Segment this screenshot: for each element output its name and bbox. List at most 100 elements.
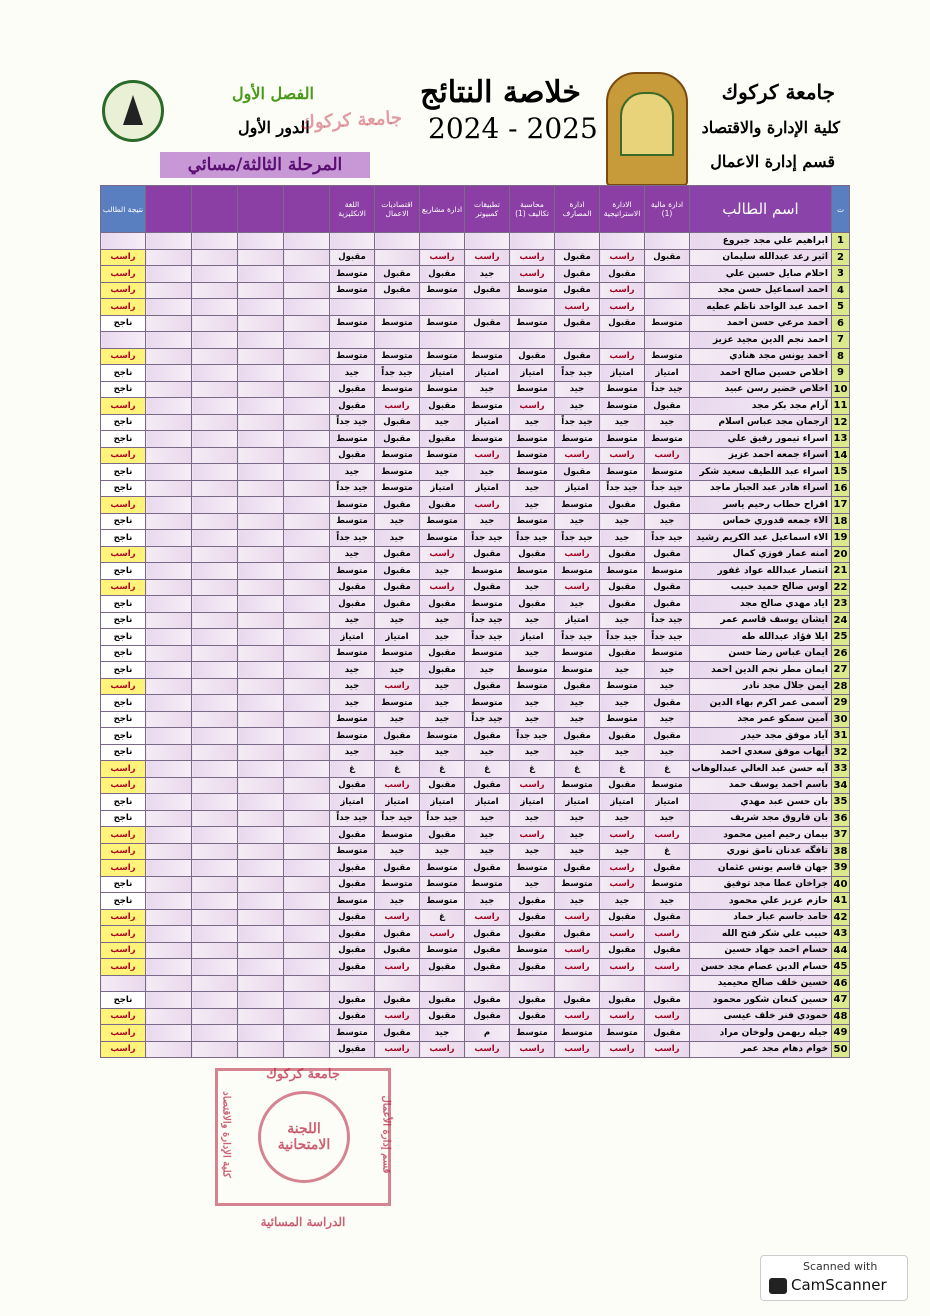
- grade: راسب: [554, 578, 600, 596]
- grade: مقبول: [464, 958, 510, 976]
- grade: راسب: [464, 496, 510, 514]
- grade: مقبول: [464, 727, 510, 745]
- row-number: 13: [831, 430, 850, 448]
- stamp-top: جامعة كركوك: [266, 1067, 340, 1082]
- cell-empty: [191, 875, 238, 893]
- grade: امتياز: [329, 628, 375, 646]
- grade: مقبول: [509, 925, 555, 943]
- grade: جيد: [374, 512, 420, 530]
- grade: جيد: [509, 875, 555, 893]
- row-number: 47: [831, 991, 850, 1009]
- table-row: 9 اخلاص حسين صالح احمد امتياز امتياز جيد جدا…: [100, 364, 850, 382]
- cell-empty: [283, 529, 330, 547]
- grade: جيد: [509, 413, 555, 431]
- grade: جيد: [419, 562, 465, 580]
- header-cell: نتيجة الطالب: [100, 185, 146, 233]
- grade: مقبول: [329, 958, 375, 976]
- grade: غ: [644, 842, 690, 860]
- row-number: 11: [831, 397, 850, 415]
- cell-empty: [283, 281, 330, 299]
- grade: جيد: [329, 364, 375, 382]
- grade: امتياز: [554, 611, 600, 629]
- grade-empty: [374, 232, 420, 250]
- student-name: اسراء عبد اللطيف سعيد شكر: [689, 463, 832, 481]
- grade: جيد جداً: [554, 529, 600, 547]
- cell-empty: [237, 1024, 284, 1042]
- grade: راسب: [599, 248, 645, 266]
- grade-empty: [374, 331, 420, 349]
- table-row: 15 اسراء عبد اللطيف سعيد شكر متوسط متوسط مقب…: [100, 463, 850, 481]
- row-number: 50: [831, 1040, 850, 1058]
- cell-empty: [283, 446, 330, 464]
- row-number: 12: [831, 413, 850, 431]
- cell-empty: [237, 314, 284, 332]
- grade: متوسط: [644, 776, 690, 794]
- grade: جيد: [464, 809, 510, 827]
- header-cell: ت: [831, 185, 850, 233]
- grade: جيد جداً: [554, 413, 600, 431]
- cell-empty: [237, 446, 284, 464]
- cell-empty: [237, 232, 284, 250]
- grade: امتياز: [419, 479, 465, 497]
- cell-empty: [145, 644, 192, 662]
- table-row: 16 اسراء هادر عبد الجبار ماجد جيد جداً جيد …: [100, 479, 850, 497]
- grade: راسب: [644, 826, 690, 844]
- cell-empty: [237, 298, 284, 316]
- row-number: 37: [831, 826, 850, 844]
- row-number: 8: [831, 347, 850, 365]
- row-number: 29: [831, 694, 850, 712]
- results-table: ت اسم الطالب ادارة مالية (1) الادارة الاستر…: [100, 185, 850, 1058]
- cell-empty: [145, 380, 192, 398]
- row-number: 4: [831, 281, 850, 299]
- row-number: 27: [831, 661, 850, 679]
- student-name: احمد يونس مجد هنادي: [689, 347, 832, 365]
- grade: مقبول: [554, 463, 600, 481]
- table-row: 30 آمين سمكو عمر مجد جيد متوسط جيد جيد جيد جدا…: [100, 710, 850, 728]
- cell-empty: [237, 941, 284, 959]
- cell-empty: [191, 859, 238, 877]
- cell-empty: [145, 446, 192, 464]
- grade: متوسط: [644, 644, 690, 662]
- cell-empty: [191, 958, 238, 976]
- cell-empty: [145, 397, 192, 415]
- grade: مقبول: [464, 991, 510, 1009]
- cell-empty: [237, 611, 284, 629]
- result: راسب: [100, 908, 146, 926]
- semester: الفصل الأول: [232, 84, 314, 103]
- student-name: حازم عزيز علي محمود: [689, 892, 832, 910]
- grade: متوسط: [329, 562, 375, 580]
- cell-empty: [145, 892, 192, 910]
- grade: جيد: [329, 545, 375, 563]
- header-cell: تطبيقات كمبيوتر: [464, 185, 510, 233]
- grade: متوسط: [464, 875, 510, 893]
- grade-empty: [509, 232, 555, 250]
- cell-empty: [145, 941, 192, 959]
- grade: جيد: [599, 529, 645, 547]
- grade: متوسط: [329, 727, 375, 745]
- result: راسب: [100, 446, 146, 464]
- table-row: 48 حمودي فنر خلف عيسى راسب راسب راسب مقبول مقب…: [100, 1007, 850, 1025]
- grade: جيد: [599, 694, 645, 712]
- grade: راسب: [374, 1007, 420, 1025]
- row-number: 46: [831, 974, 850, 992]
- grade: متوسط: [329, 710, 375, 728]
- cell-empty: [237, 760, 284, 778]
- grade: مقبول: [599, 545, 645, 563]
- table-row: 36 بان فاروق مجد شريف جيد جيد جيد جيد جيد جيد ج…: [100, 809, 850, 827]
- student-name: احمد نجم الدين مجيد عزيز: [689, 331, 832, 349]
- grade: راسب: [644, 1040, 690, 1058]
- grade: راسب: [419, 578, 465, 596]
- grade-empty: [419, 974, 465, 992]
- grade: جيد جداً: [329, 529, 375, 547]
- student-name: اياد مهدي صالح مجد: [689, 595, 832, 613]
- cell-empty: [237, 397, 284, 415]
- cell-empty: [283, 809, 330, 827]
- grade: راسب: [599, 1007, 645, 1025]
- grade: جيد: [554, 595, 600, 613]
- cell-empty: [145, 826, 192, 844]
- grade: مقبول: [374, 496, 420, 514]
- student-name: آيه حسن عبد العالي عبدالوهاب: [689, 760, 832, 778]
- student-name: حبيب علي شكر فتح الله: [689, 925, 832, 943]
- grade: مقبول: [329, 248, 375, 266]
- cell-empty: [145, 413, 192, 431]
